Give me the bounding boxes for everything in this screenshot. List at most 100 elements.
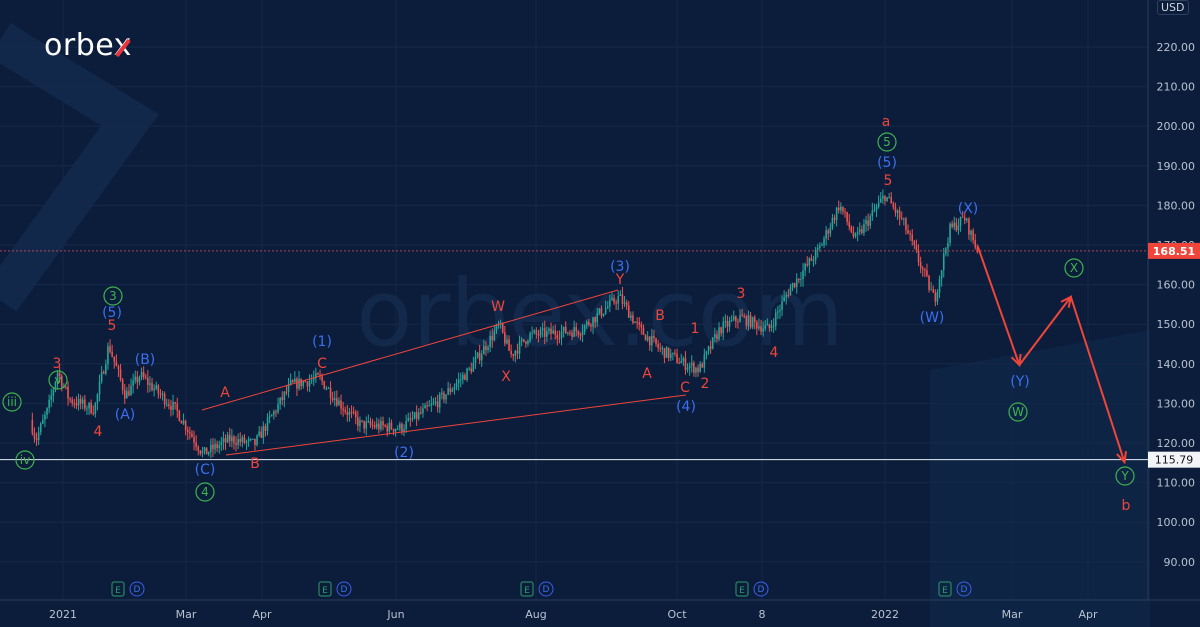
wave-label[interactable]: A (220, 385, 230, 401)
dividend-icon[interactable] (129, 581, 145, 597)
wave-label[interactable]: 5 (877, 132, 897, 152)
wave-label[interactable]: (5) (102, 305, 122, 321)
wave-label[interactable]: v (48, 370, 68, 390)
candle (491, 328, 494, 348)
candle (31, 412, 34, 436)
wave-label[interactable]: C (680, 380, 690, 396)
wave-label-text: (C) (195, 462, 216, 478)
candle (913, 239, 916, 250)
dividend-letter: D (341, 585, 348, 595)
wedge-upper-line[interactable] (201, 289, 619, 411)
candle (697, 364, 699, 377)
x-tick-label: 2022 (871, 608, 899, 621)
wave-label[interactable]: C (317, 356, 327, 372)
projection-arrow[interactable] (976, 245, 1021, 366)
wave-label[interactable]: B (655, 308, 665, 324)
candle (445, 394, 447, 404)
wave-label[interactable]: W (1008, 402, 1028, 422)
candle (415, 405, 418, 426)
candle (207, 451, 210, 457)
candle (934, 289, 937, 307)
wave-label[interactable]: 3 (53, 356, 62, 372)
wave-label[interactable]: 2 (701, 376, 710, 392)
wave-label[interactable]: (X) (958, 201, 979, 217)
wave-label[interactable]: X (501, 369, 511, 385)
wave-label[interactable]: Y (615, 272, 625, 288)
dividend-icon[interactable] (538, 581, 554, 597)
earnings-icon[interactable] (735, 581, 749, 597)
candle (529, 331, 531, 344)
earnings-icon[interactable] (111, 581, 125, 597)
candle (396, 425, 399, 430)
candle (134, 370, 137, 384)
earnings-icon[interactable] (938, 581, 952, 597)
wedge-lower-line[interactable] (225, 394, 687, 456)
wave-label[interactable]: 4 (770, 345, 779, 361)
candle (898, 206, 901, 226)
candle (758, 318, 760, 331)
wave-label[interactable]: (B) (135, 352, 156, 368)
candle (266, 413, 269, 436)
wave-label[interactable]: iv (15, 450, 35, 470)
wave-label[interactable]: a (882, 114, 891, 130)
wave-label[interactable]: (3) (610, 259, 630, 275)
candle (583, 324, 586, 335)
wave-label[interactable]: (1) (312, 334, 332, 350)
candle (50, 388, 53, 408)
wave-label[interactable]: (5) (877, 155, 897, 171)
wave-label[interactable]: 5 (108, 318, 117, 334)
wave-label[interactable]: 3 (737, 286, 746, 302)
wave-label[interactable]: X (1064, 258, 1084, 278)
watermark: orbex.com (356, 260, 844, 367)
candle (90, 399, 92, 415)
projection-arrow[interactable] (1018, 296, 1072, 366)
dividend-icon[interactable] (956, 581, 972, 597)
dividend-icon[interactable] (336, 581, 352, 597)
wave-label[interactable]: (Y) (1010, 374, 1029, 390)
candle (768, 323, 771, 332)
candle (533, 329, 536, 335)
candle (235, 436, 237, 452)
candle (46, 407, 48, 419)
earnings-icon[interactable] (318, 581, 332, 597)
wave-label[interactable]: (W) (920, 310, 945, 326)
candle (184, 419, 187, 436)
wave-label[interactable]: A (642, 366, 652, 382)
wave-label[interactable]: 3 (103, 286, 123, 306)
candle (795, 273, 798, 294)
dividend-icon[interactable] (753, 581, 769, 597)
candle (86, 405, 88, 415)
wave-label-text: v (54, 373, 61, 387)
wave-label[interactable]: 5 (884, 173, 893, 189)
wave-label-text: 2 (701, 376, 710, 392)
candle (537, 329, 540, 343)
currency-button[interactable]: USD (1157, 0, 1189, 15)
candle (745, 314, 748, 330)
candle (453, 383, 456, 395)
wave-label[interactable]: 4 (94, 424, 103, 440)
wave-label-text: (1) (312, 334, 332, 350)
wave-label[interactable]: B (250, 456, 260, 472)
candle (254, 438, 256, 451)
wave-label[interactable]: (C) (195, 462, 216, 478)
wave-label[interactable]: 1 (691, 321, 700, 337)
candle (655, 337, 657, 347)
earnings-icon[interactable] (520, 581, 534, 597)
candle (682, 356, 685, 366)
wave-label[interactable]: (2) (394, 445, 414, 461)
wave-label[interactable]: (4) (676, 399, 696, 415)
wave-label[interactable]: iii (2, 392, 22, 412)
projection-arrow[interactable] (1069, 296, 1126, 463)
wave-label[interactable]: 4 (195, 482, 215, 502)
wave-label[interactable]: (A) (115, 407, 136, 423)
wave-circle (1064, 258, 1084, 278)
candle (653, 330, 655, 343)
candle (793, 282, 796, 289)
candle (905, 216, 907, 235)
wave-label[interactable]: b (1122, 498, 1131, 514)
wave-label[interactable]: Y (1115, 466, 1135, 486)
candle (564, 321, 567, 334)
wave-label[interactable]: W (491, 299, 505, 315)
y-tick-label: 120.00 (1157, 437, 1196, 450)
